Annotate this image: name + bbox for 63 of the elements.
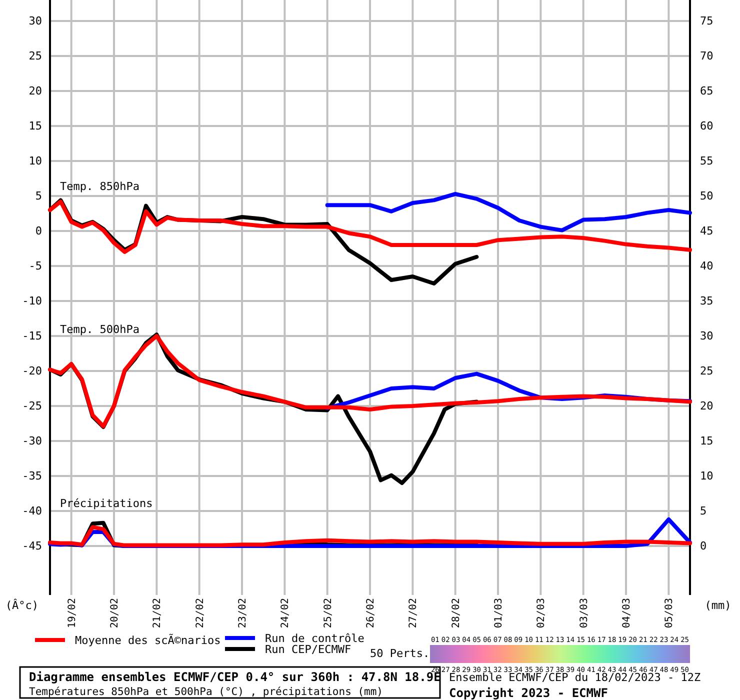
y2-tick-label: 75 [700,14,714,28]
y2-tick-label: 5 [700,504,707,518]
x-tick-label: 22/02 [194,598,206,628]
line-series [48,200,692,254]
y-tick-label: 15 [28,120,42,133]
annotation: Temp. 500hPa [60,323,140,336]
text: 50 Perts. [370,647,430,660]
x-tick-label: 02/03 [536,598,548,628]
legend-label: Run de contrôle [265,632,364,645]
x-tick-label: 05/03 [664,598,676,628]
line-series [48,334,692,428]
y-tick-label: -30 [22,434,42,448]
y2-tick-label: 50 [700,190,714,203]
x-tick-label: 25/02 [322,598,334,628]
text: Ensemble ECMWF/CEP du 18/02/2023 - 12Z [449,671,702,684]
legend-label: Run CEP/ECMWF [265,643,352,656]
annotation: Temp. 850hPa [60,180,140,193]
y2-tick-label: 25 [700,364,714,378]
x-tick-label: 03/03 [578,598,590,628]
y2-tick-label: 55 [700,154,714,168]
y2-tick-label: 45 [700,224,714,238]
y-tick-label: 30 [28,14,42,28]
y2-tick-label: 35 [700,294,714,308]
line-series [48,525,692,548]
y-tick-label: -5 [28,260,42,273]
y2-tick-label: 40 [700,260,714,273]
x-tick-label: 04/03 [622,598,632,628]
legend-label: Moyenne des scÃ©narios [75,633,221,647]
y-tick-label: -35 [22,470,42,483]
x-tick-label: 27/02 [408,598,420,628]
y2-tick-label: 70 [700,50,714,63]
y2-tick-label: 15 [700,434,714,448]
y-tick-label: 0 [35,224,42,238]
y-axis-title: (Â°c) [5,598,39,612]
text: Copyright 2023 - ECMWF [449,686,608,700]
y-tick-label: 25 [28,50,42,63]
y-tick-label: -10 [22,294,42,308]
y2-tick-label: 10 [700,470,714,483]
x-tick-label: 28/02 [450,598,462,628]
y-tick-label: -15 [22,330,42,343]
x-tick-label: 19/02 [66,598,78,628]
y-tick-label: 10 [28,154,42,168]
x-tick-label: 21/02 [152,598,164,628]
y-tick-label: -20 [22,364,42,378]
y2-tick-label: 65 [700,84,714,98]
x-tick-label: 20/02 [110,598,120,628]
y-tick-label: -25 [22,400,42,413]
annotation: Précipitations [60,497,153,510]
x-tick-label: 01/03 [494,598,504,628]
x-tick-label: 24/02 [280,598,292,628]
y2-axis-title: (mm) [704,599,732,612]
y-tick-label: -45 [22,540,42,553]
x-tick-label: 23/02 [238,598,248,628]
y-tick-label: 5 [35,190,42,203]
y2-tick-label: 20 [700,400,714,413]
y2-tick-label: 60 [700,120,714,133]
line-series [325,192,692,232]
y2-tick-label: 0 [700,540,707,553]
text: Températures 850hPa et 500hPa (°C) , précipitations (mm) [29,686,384,698]
y2-tick-label: 30 [700,330,714,343]
y-tick-label: 20 [28,84,42,98]
x-tick-label: 26/02 [366,598,376,628]
y-tick-label: -40 [22,504,42,518]
